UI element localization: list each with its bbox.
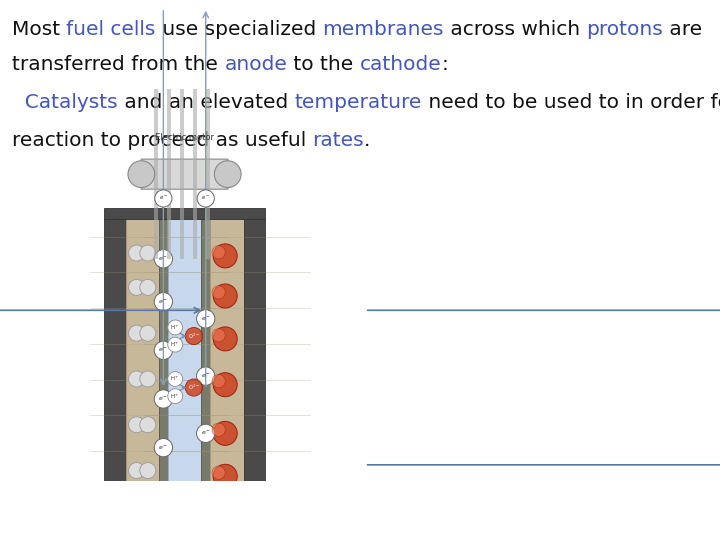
Text: across which: across which — [444, 20, 587, 39]
Text: and an elevated: and an elevated — [117, 93, 294, 112]
Circle shape — [168, 389, 183, 403]
Circle shape — [215, 161, 241, 187]
Bar — [193, 89, 197, 259]
Circle shape — [154, 293, 173, 311]
Circle shape — [154, 390, 173, 408]
Bar — [159, 219, 168, 505]
Circle shape — [212, 374, 225, 388]
Text: :: : — [441, 55, 449, 74]
Circle shape — [129, 245, 145, 261]
Bar — [167, 89, 171, 259]
Text: anode: anode — [224, 55, 287, 74]
Circle shape — [129, 279, 145, 295]
Text: Catalysts: Catalysts — [12, 93, 117, 112]
Circle shape — [140, 371, 156, 387]
Text: .: . — [364, 131, 371, 150]
Text: temperature: temperature — [294, 93, 422, 112]
Circle shape — [168, 337, 183, 352]
Text: $e^-$: $e^-$ — [201, 315, 211, 323]
Circle shape — [197, 190, 215, 207]
Text: Electric motor: Electric motor — [155, 133, 214, 141]
Circle shape — [212, 423, 225, 436]
Text: $e^-$: $e^-$ — [158, 298, 168, 306]
Circle shape — [185, 379, 202, 396]
Circle shape — [212, 466, 225, 480]
Circle shape — [154, 438, 173, 457]
Bar — [243, 219, 265, 505]
Circle shape — [213, 244, 237, 268]
Text: fuel cells: fuel cells — [66, 20, 156, 39]
Text: transferred from the: transferred from the — [12, 55, 224, 74]
Text: to the: to the — [287, 55, 360, 74]
Bar — [104, 219, 125, 505]
Bar — [104, 505, 265, 516]
Circle shape — [185, 327, 202, 345]
Bar — [168, 219, 201, 505]
Text: $e^-$: $e^-$ — [158, 444, 168, 451]
Bar — [154, 89, 158, 259]
Circle shape — [213, 284, 237, 308]
Circle shape — [212, 286, 225, 299]
Text: $e^-$: $e^-$ — [159, 194, 168, 202]
Bar — [104, 208, 265, 219]
Circle shape — [197, 367, 215, 385]
Circle shape — [154, 249, 173, 268]
Text: rates: rates — [312, 131, 364, 150]
Circle shape — [128, 161, 155, 187]
Circle shape — [129, 417, 145, 433]
Text: $e^-$: $e^-$ — [158, 347, 168, 354]
Bar — [201, 219, 210, 505]
Circle shape — [140, 417, 156, 433]
Circle shape — [129, 463, 145, 478]
Text: H$^+$: H$^+$ — [171, 340, 180, 349]
Circle shape — [213, 421, 237, 445]
Text: use specialized: use specialized — [156, 20, 323, 39]
Text: protons: protons — [587, 20, 663, 39]
Text: $e^-$: $e^-$ — [201, 194, 210, 202]
Bar — [125, 219, 159, 505]
Circle shape — [168, 320, 183, 335]
Circle shape — [212, 246, 225, 259]
Text: H$^+$: H$^+$ — [171, 323, 180, 332]
Circle shape — [213, 373, 237, 397]
Circle shape — [140, 325, 156, 341]
Circle shape — [197, 424, 215, 442]
Text: $e^-$: $e^-$ — [201, 429, 211, 437]
Circle shape — [129, 325, 145, 341]
Circle shape — [213, 327, 237, 351]
Text: O$^{2-}$: O$^{2-}$ — [188, 332, 200, 341]
Text: cathode: cathode — [360, 55, 441, 74]
Text: H$^+$: H$^+$ — [171, 392, 180, 401]
Text: O$^{2-}$: O$^{2-}$ — [188, 383, 200, 392]
Circle shape — [140, 245, 156, 261]
Circle shape — [140, 463, 156, 478]
Bar — [180, 89, 184, 259]
Text: $e^-$: $e^-$ — [158, 255, 168, 262]
Text: membranes: membranes — [323, 20, 444, 39]
Circle shape — [154, 341, 173, 360]
Circle shape — [197, 310, 215, 328]
FancyBboxPatch shape — [141, 159, 228, 189]
Bar — [206, 89, 210, 259]
Text: H$^+$: H$^+$ — [171, 375, 180, 383]
Circle shape — [129, 371, 145, 387]
Text: $e^-$: $e^-$ — [201, 372, 211, 380]
Text: Most: Most — [12, 20, 66, 39]
Text: need to be used to in order for the: need to be used to in order for the — [422, 93, 720, 112]
Circle shape — [168, 372, 183, 387]
Text: $e^-$: $e^-$ — [158, 395, 168, 403]
Text: are: are — [663, 20, 703, 39]
Circle shape — [213, 464, 237, 488]
Circle shape — [155, 190, 172, 207]
Text: reaction to proceed as useful: reaction to proceed as useful — [12, 131, 312, 150]
Bar — [210, 219, 243, 505]
Circle shape — [212, 329, 225, 342]
Circle shape — [140, 279, 156, 295]
